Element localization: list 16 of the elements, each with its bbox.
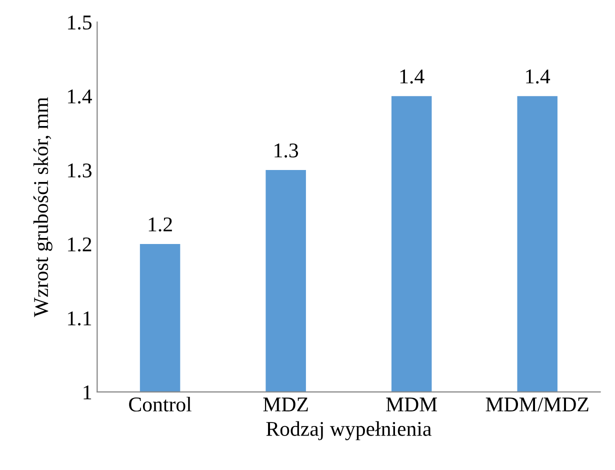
y-tick-label: 1.1 xyxy=(68,311,92,326)
x-tick-label: MDM/MDZ xyxy=(486,398,588,412)
x-tick-label: MDM xyxy=(386,398,438,412)
y-tick-label: 1.2 xyxy=(68,237,92,252)
x-axis-title: Rodzaj wypełnienia xyxy=(266,421,432,440)
x-tick-label: MDZ xyxy=(263,398,308,412)
data-label: 1.3 xyxy=(274,143,298,158)
y-tick-label: 1 xyxy=(84,385,92,400)
data-label: 1.4 xyxy=(400,70,424,84)
x-tick-label: Control xyxy=(129,396,192,412)
data-label: 1.4 xyxy=(526,70,550,84)
y-tick-label: 1.3 xyxy=(68,163,92,178)
y-tick-label: 1.5 xyxy=(68,16,92,30)
y-axis-title: Wzrost grubości skór, mm xyxy=(33,97,52,318)
y-tick-label: 1.4 xyxy=(68,90,92,104)
data-label: 1.2 xyxy=(148,217,172,232)
